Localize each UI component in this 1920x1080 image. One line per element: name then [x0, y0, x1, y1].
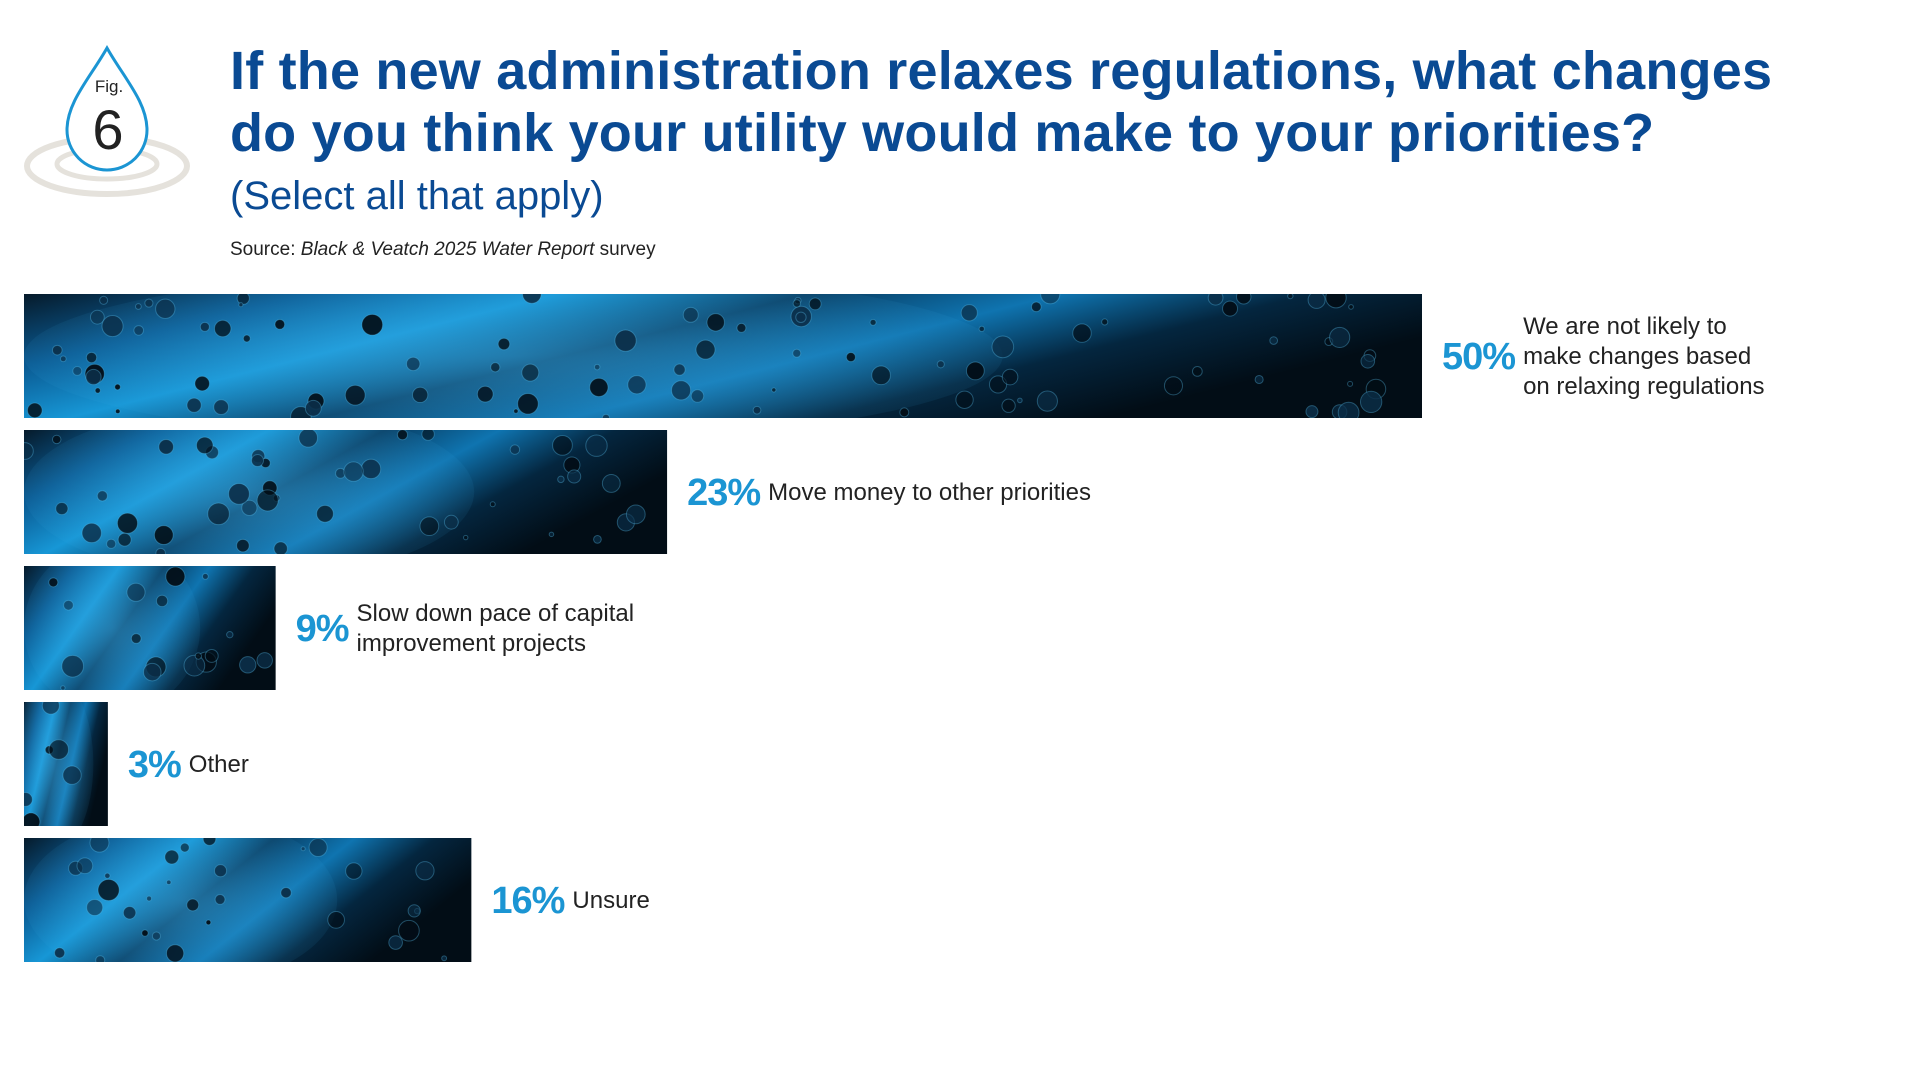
category-label-line: We are not likely to — [1523, 313, 1727, 340]
value-label: 50% — [1442, 336, 1515, 378]
category-label: We are not likely to make changes based on… — [1523, 313, 1765, 400]
source-title: Black & Veatch 2025 Water Report — [300, 239, 595, 260]
category-label: Move money to other priorities — [768, 479, 1091, 506]
fig-label: Fig. — [95, 77, 123, 96]
category-label-line: Move money to other priorities — [768, 479, 1091, 506]
fig-number: 6 — [92, 98, 123, 161]
value-label: 9% — [296, 608, 349, 650]
bar-group — [24, 566, 276, 690]
page-subtitle: (Select all that apply) — [230, 174, 604, 218]
source-prefix: Source: — [230, 239, 301, 260]
fig-6-drop-icon: Fig. 6 — [24, 44, 190, 197]
source-note: Source: Black & Veatch 2025 Water Report… — [230, 238, 656, 262]
water-drop-icon — [65, 44, 149, 172]
category-label-line: on relaxing regulations — [1523, 373, 1765, 400]
bar-water-texture — [24, 838, 448, 962]
source-suffix: survey — [594, 239, 656, 260]
bar-group — [24, 702, 108, 826]
bar-water-texture — [24, 566, 273, 690]
category-label-line: Slow down pace of capital — [357, 600, 635, 627]
category-label: Other — [189, 751, 249, 778]
bar-group — [24, 294, 1422, 418]
page-title: If the new administration relaxes regula… — [230, 41, 1773, 163]
value-label: 23% — [687, 472, 760, 514]
bar-water-texture — [24, 702, 94, 826]
value-label: 3% — [128, 744, 181, 786]
category-label-line: improvement projects — [357, 630, 586, 657]
bar-group — [24, 430, 668, 554]
bar-group — [24, 838, 472, 962]
category-label-line: Other — [189, 751, 249, 778]
bars-layer — [24, 294, 1422, 962]
value-label: 16% — [491, 880, 564, 922]
bar-water-texture — [24, 294, 1387, 418]
category-label-line: make changes based — [1523, 343, 1751, 370]
labels-layer: 50% We are not likely to make changes base… — [128, 313, 1765, 922]
category-label: Slow down pace of capital improvement pro… — [357, 600, 635, 657]
bar-water-texture — [24, 430, 646, 554]
category-label-line: Unsure — [572, 887, 649, 914]
category-label: Unsure — [572, 887, 649, 914]
